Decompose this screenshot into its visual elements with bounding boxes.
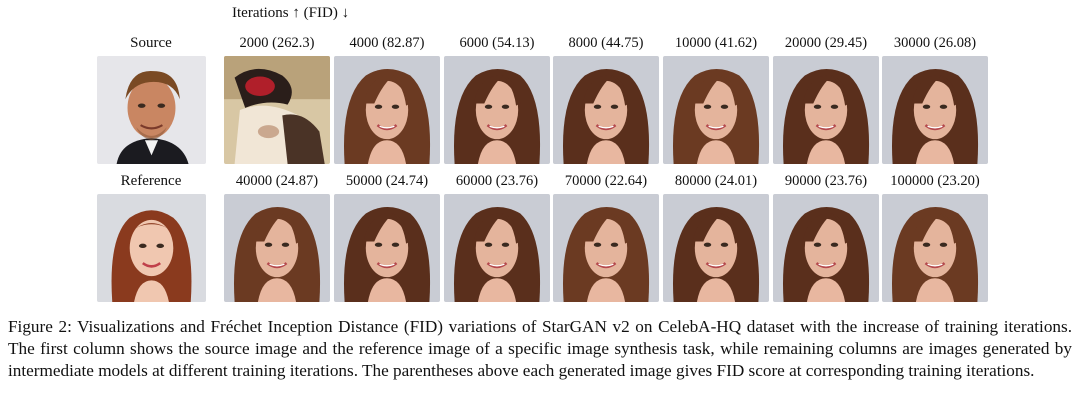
iterations-up-arrow-icon: ↑ <box>292 5 300 21</box>
generated-image <box>882 56 988 164</box>
iteration-fid-label: 10000 (41.62) <box>674 35 758 51</box>
iteration-fid-label: 100000 (23.20) <box>890 173 980 189</box>
iteration-fid-label: 50000 (24.74) <box>345 173 429 189</box>
generated-image <box>553 56 659 164</box>
iteration-fid-label: 90000 (23.76) <box>784 173 868 189</box>
source-row-label: Source <box>130 35 172 51</box>
generated-image <box>444 194 550 302</box>
iteration-fid-label: 80000 (24.01) <box>674 173 758 189</box>
generated-image <box>882 194 988 302</box>
generated-image <box>773 56 879 164</box>
iterations-label: Iterations <box>232 5 289 21</box>
generated-image <box>773 194 879 302</box>
generated-image <box>334 56 440 164</box>
iteration-fid-label: 70000 (22.64) <box>564 173 648 189</box>
fid-label: (FID) <box>303 5 338 21</box>
fid-down-arrow-icon: ↓ <box>341 5 350 21</box>
iterations-fid-header: Iterations ↑ (FID) ↓ <box>232 5 349 22</box>
generated-image <box>663 194 769 302</box>
iteration-fid-label: 60000 (23.76) <box>455 173 539 189</box>
generated-image <box>224 56 330 164</box>
figure-caption: Figure 2: Visualizations and Fréchet Inc… <box>8 317 1072 380</box>
reference-image <box>97 194 206 302</box>
generated-image <box>334 194 440 302</box>
iteration-fid-label: 40000 (24.87) <box>235 173 319 189</box>
iteration-fid-label: 4000 (82.87) <box>349 35 425 51</box>
generated-image <box>224 194 330 302</box>
generated-image <box>663 56 769 164</box>
iteration-fid-label: 30000 (26.08) <box>893 35 977 51</box>
source-image <box>97 56 206 164</box>
reference-row-label: Reference <box>120 173 182 189</box>
iteration-fid-label: 20000 (29.45) <box>784 35 868 51</box>
iteration-fid-label: 2000 (262.3) <box>239 35 315 51</box>
generated-image <box>444 56 550 164</box>
generated-image <box>553 194 659 302</box>
iteration-fid-label: 6000 (54.13) <box>459 35 535 51</box>
iteration-fid-label: 8000 (44.75) <box>568 35 644 51</box>
